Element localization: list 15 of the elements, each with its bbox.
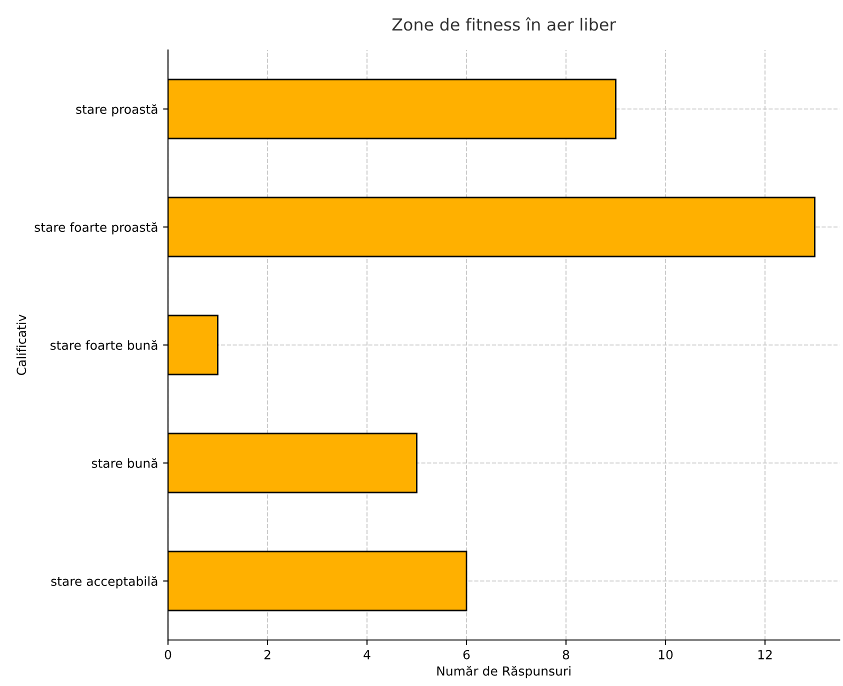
y-tick-label: stare acceptabilă (51, 576, 158, 588)
x-tick-label: 0 (164, 650, 172, 660)
y-tick-label: stare foarte bună (50, 340, 158, 350)
chart-title: Zone de fitness în aer liber (392, 17, 616, 31)
x-tick-label: 12 (758, 650, 772, 660)
x-tick-label: 4 (364, 650, 370, 660)
y-axis-title: Calificativ (16, 314, 26, 376)
y-tick-label: stare bună (92, 458, 158, 468)
x-tick-label: 10 (658, 650, 673, 660)
x-tick-label: 2 (264, 650, 270, 660)
y-tick-label: stare proastă (76, 104, 158, 116)
x-axis-title: Număr de Răspunsuri (437, 666, 570, 678)
y-tick-label: stare foarte proastă (34, 222, 158, 234)
x-tick-label: 8 (562, 650, 570, 660)
x-tick-label: 6 (463, 650, 470, 660)
